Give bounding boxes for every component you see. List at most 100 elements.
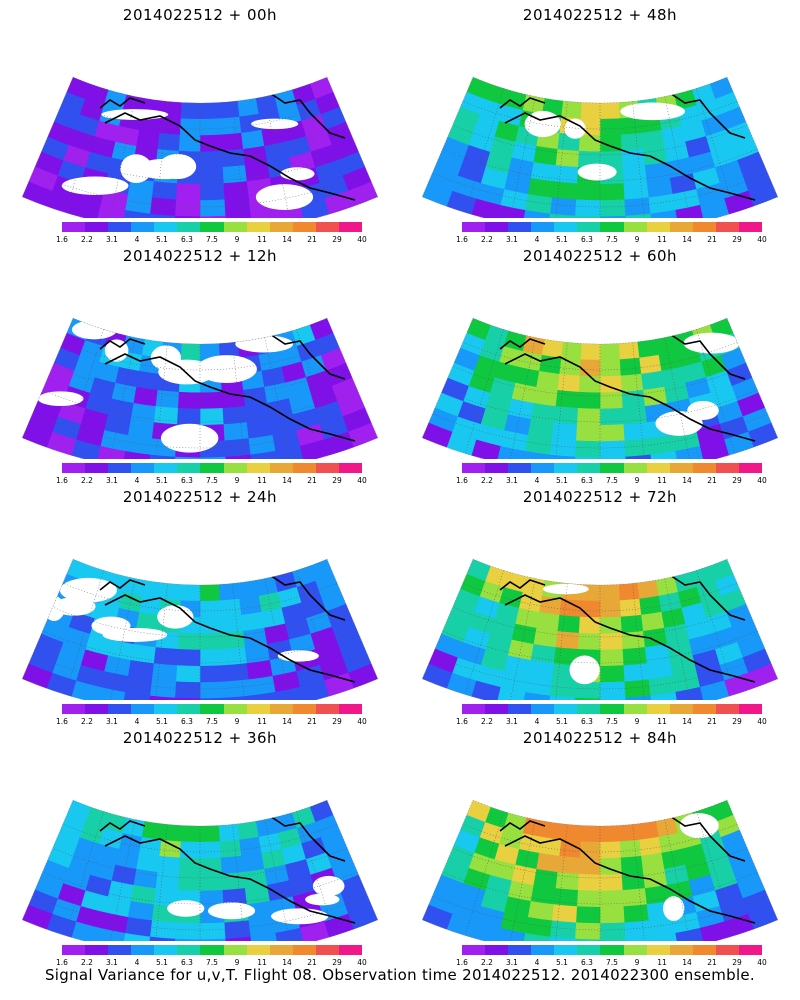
colorbar xyxy=(62,463,363,475)
colorbar-tick-label: 40 xyxy=(357,717,367,726)
colorbar-swatch xyxy=(485,704,509,714)
colorbar-swatch xyxy=(577,222,601,232)
colorbar-tick-label: 14 xyxy=(682,958,692,967)
colorbar-swatch xyxy=(692,704,716,714)
map-panel-p24: 2014022512 + 24h 1.6 2.2 3.1 4 5.1 6.3 7.5 9 11 14… xyxy=(0,482,400,726)
colorbar-swatch xyxy=(200,463,224,473)
colorbar-swatch xyxy=(531,463,555,473)
colorbar-tick-label: 11 xyxy=(657,476,667,485)
colorbar-tick-label: 5.1 xyxy=(556,476,568,485)
colorbar-swatch xyxy=(646,463,670,473)
colorbar-tick-label: 3.1 xyxy=(106,958,118,967)
colorbar-tick-label: 11 xyxy=(657,958,667,967)
colorbar-tick-label: 29 xyxy=(332,717,342,726)
colorbar-swatch xyxy=(646,945,670,955)
colorbar-swatch xyxy=(338,222,363,232)
colorbar-swatch xyxy=(269,463,293,473)
colorbar-swatch xyxy=(246,222,270,232)
colorbar-tick-label: 4 xyxy=(534,717,540,726)
colorbar-tick-label: 9 xyxy=(634,717,640,726)
colorbar-swatch xyxy=(485,463,509,473)
colorbar-swatch xyxy=(269,704,293,714)
colorbar-swatch xyxy=(669,704,693,714)
colorbar-tick-label: 14 xyxy=(682,476,692,485)
panel-grid: 2014022512 + 00h 1.6 2.2 3.1 4 5.1 6.3 7.5 9 11 14… xyxy=(0,0,779,968)
colorbar-swatch xyxy=(577,463,601,473)
colorbar-swatch xyxy=(531,222,555,232)
colorbar-swatch xyxy=(600,704,624,714)
colorbar-tick-label: 6.3 xyxy=(581,235,593,244)
colorbar-tick-label: 7.5 xyxy=(606,958,618,967)
colorbar-swatch xyxy=(108,704,132,714)
colorbar-swatch xyxy=(577,704,601,714)
colorbar-tick-label: 11 xyxy=(257,958,267,967)
colorbar-tick-label: 21 xyxy=(307,717,317,726)
colorbar-tick-label: 29 xyxy=(732,476,742,485)
colorbar xyxy=(462,945,763,957)
colorbar-swatch xyxy=(223,463,247,473)
colorbar-swatch xyxy=(646,222,670,232)
variance-map xyxy=(21,558,379,700)
colorbar-tick-label: 11 xyxy=(257,235,267,244)
colorbar-tick-label: 9 xyxy=(234,476,240,485)
colorbar-tick-label: 6.3 xyxy=(181,235,193,244)
colorbar-swatch xyxy=(715,463,739,473)
colorbar-tick-label: 14 xyxy=(682,717,692,726)
map-panel-p00: 2014022512 + 00h 1.6 2.2 3.1 4 5.1 6.3 7.5 9 11 14… xyxy=(0,0,400,244)
colorbar-swatch xyxy=(177,463,201,473)
colorbar-tick-label: 1.6 xyxy=(456,958,468,967)
colorbar-tick-label: 14 xyxy=(282,235,292,244)
colorbar-tick-label: 3.1 xyxy=(506,476,518,485)
colorbar-tick-label: 7.5 xyxy=(206,958,218,967)
colorbar-swatch xyxy=(246,463,270,473)
colorbar-tick-label: 21 xyxy=(307,235,317,244)
colorbar-swatch xyxy=(62,222,86,232)
colorbar-swatch xyxy=(508,463,532,473)
variance-map xyxy=(421,558,779,700)
colorbar-tick-label: 21 xyxy=(307,476,317,485)
colorbar-tick-label: 14 xyxy=(682,235,692,244)
panel-title: 2014022512 + 24h xyxy=(122,488,278,506)
colorbar-swatch xyxy=(85,222,109,232)
colorbar-tick-label: 2.2 xyxy=(481,235,493,244)
colorbar-tick-label: 14 xyxy=(282,476,292,485)
colorbar-swatch xyxy=(669,945,693,955)
colorbar-tick-label: 1.6 xyxy=(456,717,468,726)
colorbar-swatch xyxy=(692,222,716,232)
colorbar-labels: 1.6 2.2 3.1 4 5.1 6.3 7.5 9 11 14 21 29 40 xyxy=(52,235,372,245)
panel-title: 2014022512 + 12h xyxy=(122,247,278,265)
colorbar-swatch xyxy=(315,945,339,955)
colorbar-swatch xyxy=(646,704,670,714)
colorbar-tick-label: 5.1 xyxy=(556,717,568,726)
colorbar-swatch xyxy=(85,704,109,714)
colorbar-tick-label: 7.5 xyxy=(206,235,218,244)
colorbar-swatch xyxy=(692,463,716,473)
colorbar-tick-label: 11 xyxy=(657,235,667,244)
colorbar-tick-label: 7.5 xyxy=(206,476,218,485)
colorbar-labels: 1.6 2.2 3.1 4 5.1 6.3 7.5 9 11 14 21 29 40 xyxy=(52,958,372,968)
colorbar-tick-label: 5.1 xyxy=(156,235,168,244)
colorbar-labels: 1.6 2.2 3.1 4 5.1 6.3 7.5 9 11 14 21 29 40 xyxy=(52,717,372,727)
colorbar-swatch xyxy=(85,945,109,955)
colorbar-swatch xyxy=(292,463,316,473)
colorbar-tick-label: 1.6 xyxy=(56,958,68,967)
colorbar-swatch xyxy=(715,704,739,714)
colorbar-tick-label: 9 xyxy=(234,235,240,244)
panel-title: 2014022512 + 60h xyxy=(522,247,678,265)
colorbar-tick-label: 14 xyxy=(282,958,292,967)
colorbar-tick-label: 6.3 xyxy=(581,717,593,726)
colorbar-swatch xyxy=(62,945,86,955)
colorbar-swatch xyxy=(485,222,509,232)
colorbar-tick-label: 21 xyxy=(307,958,317,967)
colorbar-swatch xyxy=(623,704,647,714)
colorbar-tick-label: 40 xyxy=(357,235,367,244)
colorbar-swatch xyxy=(738,222,763,232)
colorbar-tick-label: 3.1 xyxy=(106,717,118,726)
figure-caption: Signal Variance for u,v,T. Flight 08. Ob… xyxy=(44,966,756,984)
colorbar-swatch xyxy=(315,222,339,232)
colorbar-swatch xyxy=(108,945,132,955)
colorbar-tick-label: 4 xyxy=(134,717,140,726)
variance-map xyxy=(421,317,779,459)
colorbar-tick-label: 3.1 xyxy=(506,717,518,726)
colorbar-tick-label: 21 xyxy=(707,717,717,726)
